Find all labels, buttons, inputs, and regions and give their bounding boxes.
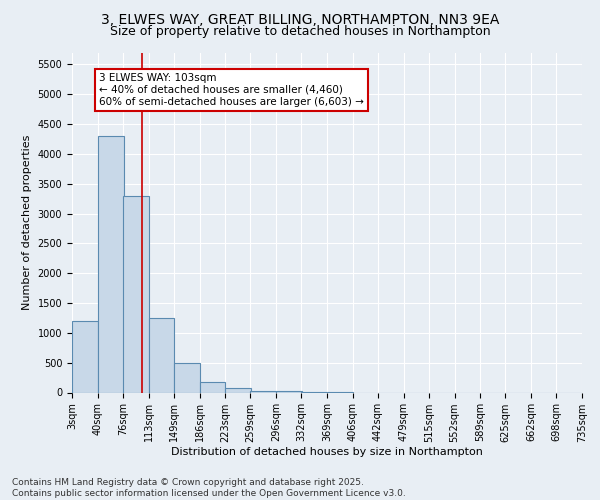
Bar [276, 390, 302, 392]
Bar [174, 362, 199, 392]
Bar [123, 196, 149, 392]
Bar [250, 390, 276, 392]
X-axis label: Distribution of detached houses by size in Northampton: Distribution of detached houses by size … [171, 448, 483, 458]
Bar [149, 318, 175, 392]
Bar [199, 382, 225, 392]
Text: Contains HM Land Registry data © Crown copyright and database right 2025.
Contai: Contains HM Land Registry data © Crown c… [12, 478, 406, 498]
Bar [225, 388, 251, 392]
Text: 3 ELWES WAY: 103sqm
← 40% of detached houses are smaller (4,460)
60% of semi-det: 3 ELWES WAY: 103sqm ← 40% of detached ho… [99, 74, 364, 106]
Y-axis label: Number of detached properties: Number of detached properties [22, 135, 32, 310]
Text: 3, ELWES WAY, GREAT BILLING, NORTHAMPTON, NN3 9EA: 3, ELWES WAY, GREAT BILLING, NORTHAMPTON… [101, 12, 499, 26]
Text: Size of property relative to detached houses in Northampton: Size of property relative to detached ho… [110, 25, 490, 38]
Bar [72, 321, 98, 392]
Bar [98, 136, 124, 392]
